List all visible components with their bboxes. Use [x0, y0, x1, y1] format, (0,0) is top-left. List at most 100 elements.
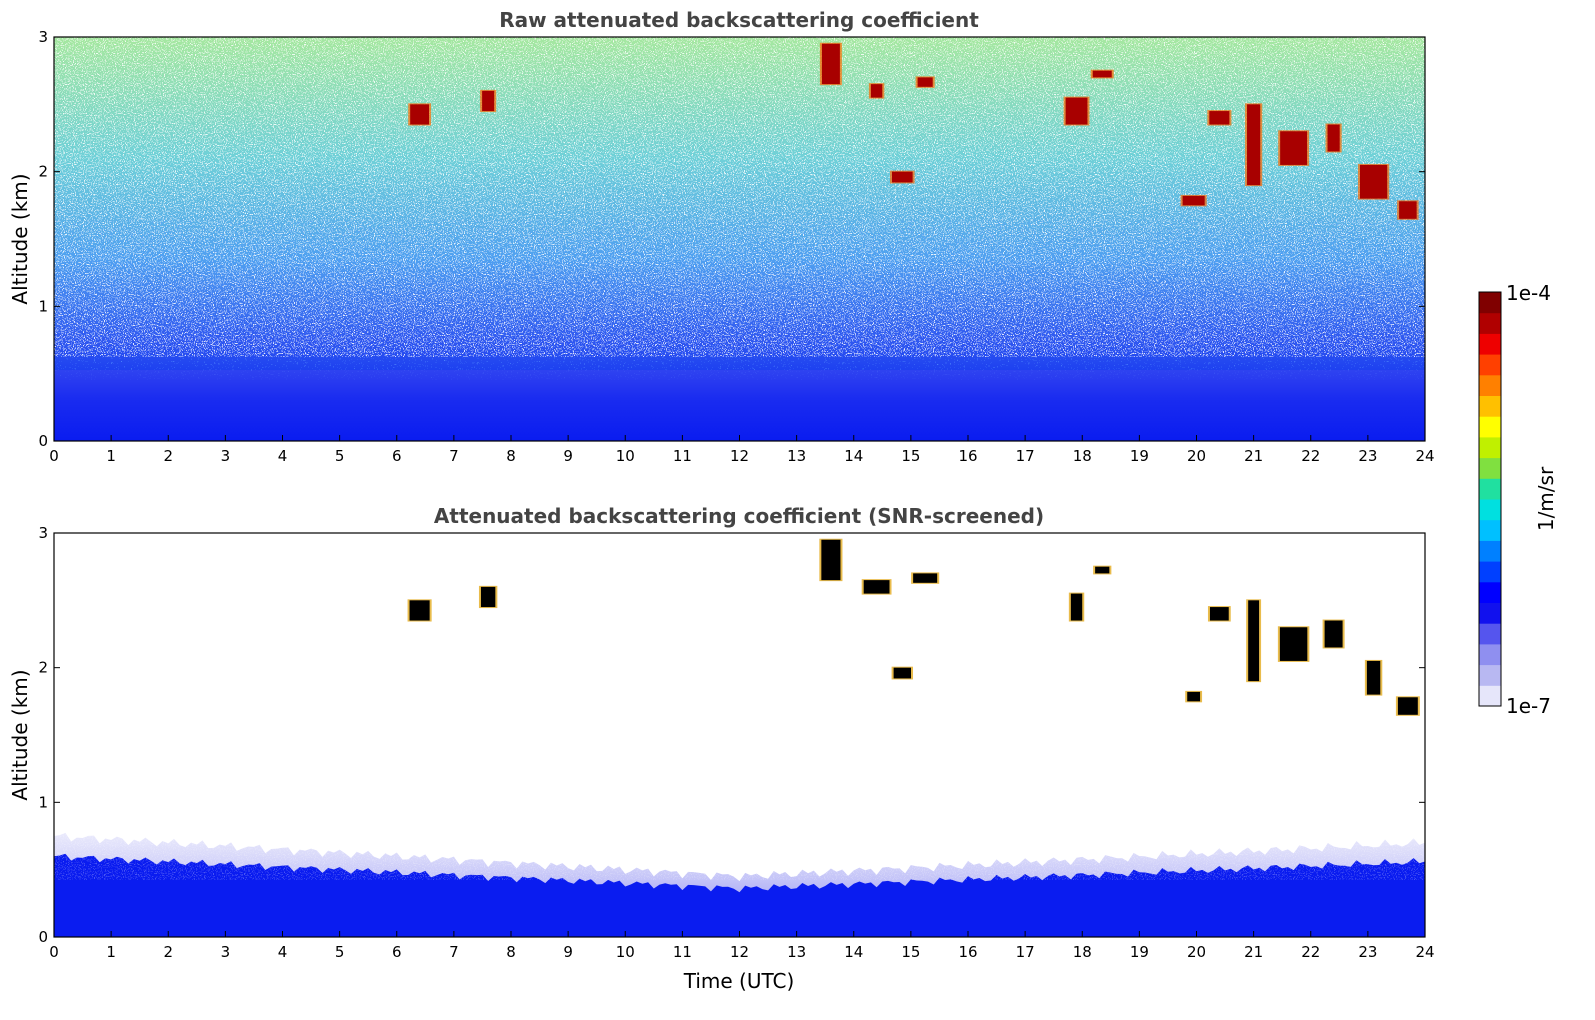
- x-tick-label: 21: [1244, 943, 1263, 961]
- cloud-cell: [1366, 660, 1381, 695]
- colorbar-min-label: 1e-7: [1506, 694, 1551, 718]
- x-tick-label: 24: [1415, 943, 1434, 961]
- colorbar-swatch: [1479, 561, 1501, 583]
- cloud-cell: [917, 77, 933, 87]
- cloud-cell: [1280, 131, 1308, 165]
- x-tick-label: 23: [1358, 943, 1377, 961]
- cloud-cell: [1279, 627, 1308, 661]
- colorbar-swatch: [1479, 623, 1501, 645]
- x-tick-label: 1: [106, 943, 116, 961]
- x-tick-label: 0: [49, 943, 59, 961]
- y-tick-label: 1: [38, 297, 48, 315]
- x-tick-label: 13: [787, 943, 806, 961]
- y-ticks-raw: 0 1 2 3: [38, 28, 1425, 450]
- colorbar-max-label: 1e-4: [1506, 281, 1551, 305]
- cloud-cell: [1070, 593, 1083, 621]
- x-tick-label: 19: [1130, 447, 1149, 465]
- heatmap-raw: [54, 37, 1425, 441]
- title-screened: Attenuated backscattering coefficient (S…: [434, 504, 1044, 528]
- cloud-cell: [1065, 97, 1088, 125]
- cloud-cell: [1397, 697, 1418, 715]
- colorbar-swatch: [1479, 499, 1501, 521]
- colorbar-swatch: [1479, 478, 1501, 500]
- x-tick-label: 9: [563, 943, 573, 961]
- colorbar: 1e-4 1e-7 1/m/sr: [1478, 281, 1558, 718]
- x-tick-label: 21: [1244, 447, 1263, 465]
- colorbar-swatch: [1479, 333, 1501, 355]
- cloud-cell: [870, 84, 883, 98]
- colorbar-swatch: [1479, 685, 1501, 707]
- ylabel-raw: Altitude (km): [8, 173, 32, 304]
- x-tick-label: 16: [958, 447, 977, 465]
- xlabel-time: Time (UTC): [683, 969, 795, 993]
- x-tick-label: 16: [958, 943, 977, 961]
- x-tick-label: 8: [506, 943, 516, 961]
- colorbar-frame: [1478, 291, 1502, 707]
- colorbar-swatch: [1479, 292, 1501, 314]
- y-tick-label: 0: [38, 432, 48, 450]
- colorbar-swatch: [1479, 581, 1501, 603]
- cloud-cell: [892, 171, 913, 183]
- panel-screened: Attenuated backscattering coefficient (S…: [8, 504, 1435, 993]
- x-tick-label: 10: [616, 447, 635, 465]
- colorbar-swatch: [1479, 354, 1501, 376]
- cloud-cell: [1327, 124, 1340, 152]
- x-tick-label: 9: [563, 447, 573, 465]
- x-tick-label: 7: [449, 943, 459, 961]
- x-tick-label: 15: [901, 943, 920, 961]
- x-tick-label: 2: [163, 447, 173, 465]
- x-tick-label: 18: [1073, 447, 1092, 465]
- ylabel-screened: Altitude (km): [8, 669, 32, 800]
- colorbar-swatch: [1479, 602, 1501, 624]
- y-tick-label: 3: [38, 524, 48, 542]
- x-tick-label: 6: [392, 447, 402, 465]
- y-tick-label: 2: [38, 163, 48, 181]
- y-tick-label: 2: [38, 659, 48, 677]
- colorbar-swatch: [1479, 643, 1501, 666]
- cloud-cell: [821, 43, 840, 85]
- x-tick-label: 17: [1016, 447, 1035, 465]
- x-tick-label: 11: [673, 447, 692, 465]
- x-tick-label: 20: [1187, 943, 1206, 961]
- colorbar-swatch: [1479, 540, 1501, 562]
- cloud-cell: [1095, 566, 1110, 574]
- cloud-cell: [480, 586, 496, 608]
- colorbar-swatch: [1479, 312, 1501, 334]
- cloud-cell: [409, 600, 430, 621]
- raw-noise-blue: [54, 220, 1425, 380]
- title-raw: Raw attenuated backscattering coefficien…: [499, 8, 979, 32]
- x-tick-label: 14: [844, 943, 863, 961]
- heatmap-screened: [54, 533, 1425, 937]
- x-tick-label: 18: [1073, 943, 1092, 961]
- x-tick-label: 12: [730, 943, 749, 961]
- cloud-cell: [1324, 620, 1343, 648]
- x-tick-label: 4: [278, 943, 288, 961]
- cloud-cell: [893, 667, 912, 679]
- cloud-cell: [913, 573, 938, 583]
- x-tick-label: 2: [163, 943, 173, 961]
- colorbar-unit-label: 1/m/sr: [1534, 466, 1558, 531]
- cloud-cell: [1247, 104, 1261, 186]
- x-tick-label: 7: [449, 447, 459, 465]
- cloud-cell: [410, 104, 430, 125]
- x-tick-label: 24: [1415, 447, 1434, 465]
- x-tick-label: 3: [221, 943, 231, 961]
- y-tick-label: 3: [38, 28, 48, 46]
- x-tick-label: 14: [844, 447, 863, 465]
- x-tick-label: 17: [1016, 943, 1035, 961]
- cloud-cell: [821, 539, 841, 581]
- x-tick-label: 4: [278, 447, 288, 465]
- colorbar-swatch: [1479, 519, 1501, 541]
- x-tick-label: 6: [392, 943, 402, 961]
- x-tick-label: 10: [616, 943, 635, 961]
- colorbar-swatch: [1479, 664, 1501, 686]
- raw-boundary-layer: [54, 370, 1425, 441]
- x-tick-label: 19: [1130, 943, 1149, 961]
- x-tick-label: 12: [730, 447, 749, 465]
- cloud-cell: [1209, 111, 1230, 125]
- panel-raw: Raw attenuated backscattering coefficien…: [8, 8, 1435, 465]
- cloud-cell: [1248, 600, 1260, 682]
- colorbar-swatch: [1479, 436, 1501, 459]
- cloud-cell: [1092, 70, 1112, 78]
